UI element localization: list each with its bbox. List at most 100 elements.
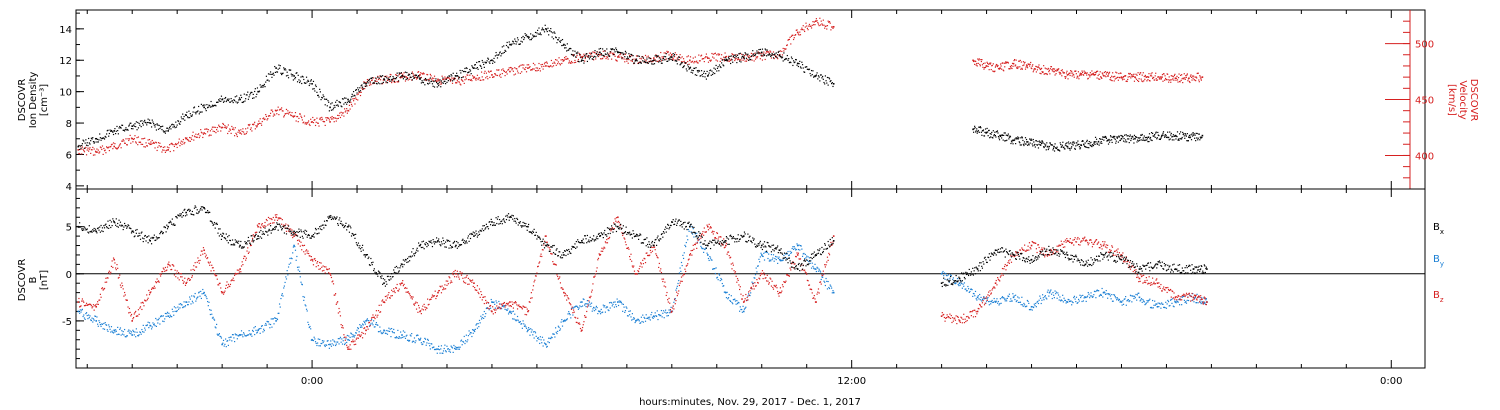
by-trace bbox=[1077, 301, 1079, 304]
density-trace bbox=[512, 40, 514, 42]
density-trace bbox=[1026, 144, 1029, 146]
velocity-trace bbox=[1072, 72, 1074, 74]
velocity-trace bbox=[1130, 77, 1132, 79]
by-trace bbox=[763, 259, 766, 261]
velocity-trace bbox=[247, 127, 249, 129]
by-point bbox=[976, 296, 979, 299]
velocity-trace bbox=[1146, 76, 1149, 78]
density-trace bbox=[1198, 133, 1200, 135]
velocity-trace bbox=[229, 128, 231, 130]
density-trace bbox=[984, 128, 987, 130]
by-trace bbox=[682, 254, 684, 256]
by-trace bbox=[1174, 300, 1176, 302]
by-trace bbox=[997, 302, 999, 304]
density-trace bbox=[577, 60, 580, 63]
density-trace bbox=[208, 104, 210, 106]
by-trace bbox=[254, 325, 256, 328]
by-trace bbox=[344, 342, 346, 344]
density-trace bbox=[1162, 132, 1164, 134]
density-trace bbox=[1001, 134, 1003, 136]
density-trace bbox=[189, 113, 191, 115]
density-trace bbox=[150, 126, 153, 128]
velocity-trace bbox=[132, 141, 134, 143]
density-trace bbox=[1139, 136, 1141, 139]
by-trace bbox=[964, 288, 966, 290]
density-trace bbox=[557, 39, 559, 41]
velocity-trace bbox=[357, 99, 359, 101]
by-trace bbox=[187, 304, 189, 306]
by-trace bbox=[981, 298, 984, 301]
by-trace bbox=[445, 351, 447, 353]
density-trace bbox=[505, 44, 508, 47]
velocity-trace bbox=[323, 121, 326, 123]
velocity-trace bbox=[358, 91, 360, 94]
velocity-trace bbox=[1082, 74, 1085, 76]
density-trace bbox=[1115, 142, 1117, 144]
density-trace bbox=[427, 83, 429, 85]
by-trace bbox=[829, 284, 831, 286]
by-trace bbox=[620, 301, 622, 304]
velocity-trace bbox=[259, 118, 261, 120]
velocity-trace bbox=[464, 79, 466, 81]
by-trace bbox=[294, 249, 297, 251]
density-trace bbox=[395, 76, 398, 79]
velocity-trace bbox=[326, 119, 328, 121]
density-trace bbox=[1051, 144, 1054, 146]
velocity-trace bbox=[125, 138, 127, 140]
by-trace bbox=[274, 317, 276, 319]
density-point bbox=[617, 51, 619, 54]
by-trace bbox=[604, 311, 606, 313]
bz-trace bbox=[223, 291, 225, 294]
density-trace bbox=[276, 71, 279, 73]
density-trace bbox=[1150, 132, 1153, 134]
density-trace bbox=[687, 64, 689, 66]
by-trace bbox=[1004, 300, 1006, 302]
velocity-trace bbox=[337, 114, 339, 117]
density-trace bbox=[468, 71, 470, 73]
by-trace bbox=[658, 314, 660, 316]
velocity-trace bbox=[1051, 69, 1053, 71]
density-trace bbox=[232, 101, 234, 104]
density-trace bbox=[706, 70, 708, 73]
by-trace bbox=[1155, 303, 1157, 305]
velocity-trace bbox=[1028, 63, 1030, 65]
by-trace bbox=[965, 290, 968, 292]
by-trace bbox=[501, 305, 503, 307]
density-trace bbox=[393, 80, 395, 82]
density-trace bbox=[523, 37, 526, 39]
by-trace bbox=[640, 322, 642, 324]
density-trace bbox=[625, 52, 627, 54]
velocity-trace bbox=[339, 116, 342, 119]
by-trace bbox=[536, 340, 538, 342]
by-point bbox=[1156, 305, 1159, 308]
density-point bbox=[832, 82, 835, 85]
density-trace bbox=[1088, 141, 1090, 143]
bz-trace bbox=[182, 279, 184, 282]
density-trace bbox=[808, 69, 810, 71]
velocity-trace bbox=[1132, 75, 1135, 78]
by-trace bbox=[1120, 300, 1122, 302]
velocity-trace bbox=[502, 68, 504, 70]
velocity-trace bbox=[467, 74, 469, 76]
density-trace bbox=[307, 79, 309, 81]
density-trace bbox=[124, 128, 126, 131]
by-trace bbox=[1175, 302, 1177, 304]
by-trace bbox=[1000, 302, 1002, 304]
velocity-trace bbox=[331, 115, 333, 118]
by-trace bbox=[441, 352, 443, 354]
density-trace bbox=[378, 77, 380, 79]
velocity-trace bbox=[261, 120, 263, 123]
density-trace bbox=[783, 59, 786, 61]
by-trace bbox=[366, 318, 369, 320]
by-trace bbox=[330, 340, 332, 342]
by-trace bbox=[1062, 301, 1064, 303]
density-trace bbox=[649, 57, 651, 60]
by-trace bbox=[477, 322, 479, 325]
bz-trace bbox=[220, 291, 223, 293]
density-trace bbox=[776, 56, 778, 59]
by-trace bbox=[991, 299, 993, 302]
by-trace bbox=[178, 303, 180, 305]
density-trace bbox=[1069, 149, 1071, 151]
by-point bbox=[796, 244, 799, 247]
velocity-trace bbox=[625, 58, 627, 60]
